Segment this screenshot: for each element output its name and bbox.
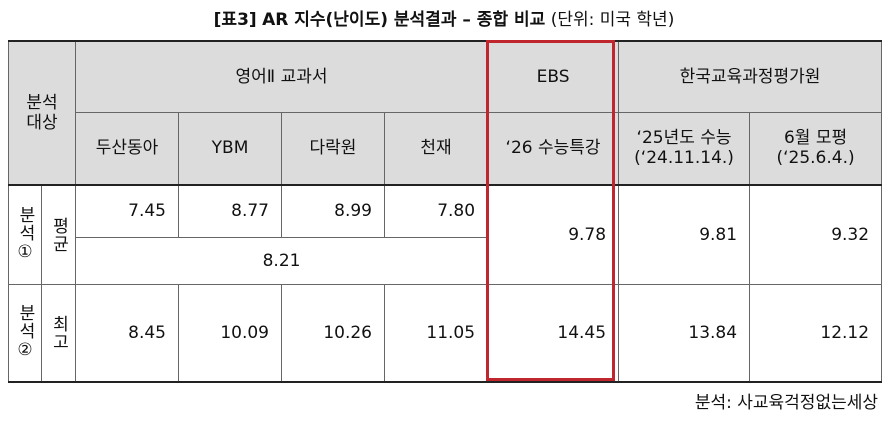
ar-index-table: 분석 대상 영어Ⅱ 교과서 EBS 한국교육과정평가원 두산동아 YBM 다락원… xyxy=(8,40,883,383)
avg-ybm: 8.77 xyxy=(178,184,282,238)
table-title-main: AR 지수(난이도) 분석결과 – 종합 비교 xyxy=(262,10,546,30)
header-english2-textbooks: 영어Ⅱ 교과서 xyxy=(74,40,489,113)
table-title: [표3] AR 지수(난이도) 분석결과 – 종합 비교 (단위: 미국 학년) xyxy=(0,8,888,32)
max-darakwon: 10.26 xyxy=(281,283,385,383)
max-ebs: 14.45 xyxy=(487,283,620,383)
avg-text: 평균 xyxy=(48,216,69,253)
header-csat-line1: ‘25년도 수능 xyxy=(636,128,732,149)
header-kice: 한국교육과정평가원 xyxy=(618,40,883,113)
header-dusan: 두산동아 xyxy=(75,111,179,186)
header-june-mock: 6월 모평 (‘25.6.4.) xyxy=(749,111,883,186)
avg-darakwon: 8.99 xyxy=(281,184,385,238)
header-subject-line2: 대상 xyxy=(26,113,58,133)
header-csat-2025: ‘25년도 수능 (‘24.11.14.) xyxy=(618,111,751,186)
avg-june: 9.32 xyxy=(749,184,883,285)
avg-combined: 8.21 xyxy=(74,236,489,285)
max-text: 최고 xyxy=(48,314,69,351)
table-unit: (단위: 미국 학년) xyxy=(550,10,675,30)
header-ebs: EBS xyxy=(487,40,620,113)
max-dusan: 8.45 xyxy=(75,283,179,383)
table-row: 8.21 xyxy=(9,236,882,285)
source-note: 분석: 사교육걱정없는세상 xyxy=(694,393,878,413)
analysis1-label: 분석① xyxy=(8,184,42,285)
avg-label: 평균 xyxy=(41,184,76,285)
analysis1-text: 분석① xyxy=(15,206,35,264)
table-tag: [표3] xyxy=(213,10,257,30)
max-csat: 13.84 xyxy=(618,283,751,383)
analysis2-text: 분석② xyxy=(15,304,35,362)
avg-csat: 9.81 xyxy=(618,184,751,285)
header-subject: 분석 대상 xyxy=(8,40,76,186)
avg-dusan: 7.45 xyxy=(75,184,179,238)
table-row: 분석① 평균 7.45 8.77 8.99 7.80 9.78 9.81 9.3… xyxy=(8,184,883,285)
header-june-line2: (‘25.6.4.) xyxy=(776,148,855,169)
header-ebs-suneung: ‘26 수능특강 xyxy=(487,111,620,186)
max-chunjae: 11.05 xyxy=(383,283,489,383)
header-subject-line1: 분석 xyxy=(26,93,58,113)
header-csat-line2: (‘24.11.14.) xyxy=(634,148,734,169)
header-ybm: YBM xyxy=(178,111,282,186)
max-label: 최고 xyxy=(41,283,76,383)
header-june-line1: 6월 모평 xyxy=(783,128,848,149)
max-june: 12.12 xyxy=(749,283,883,383)
table-row: 분석② 최고 8.45 10.09 10.26 11.05 14.45 13.8… xyxy=(8,283,883,383)
max-ybm: 10.09 xyxy=(178,283,282,383)
avg-chunjae: 7.80 xyxy=(383,184,489,238)
analysis2-label: 분석② xyxy=(8,283,42,383)
avg-ebs: 9.78 xyxy=(487,184,620,285)
header-darakwon: 다락원 xyxy=(281,111,385,186)
header-chunjae: 천재 xyxy=(383,111,489,186)
